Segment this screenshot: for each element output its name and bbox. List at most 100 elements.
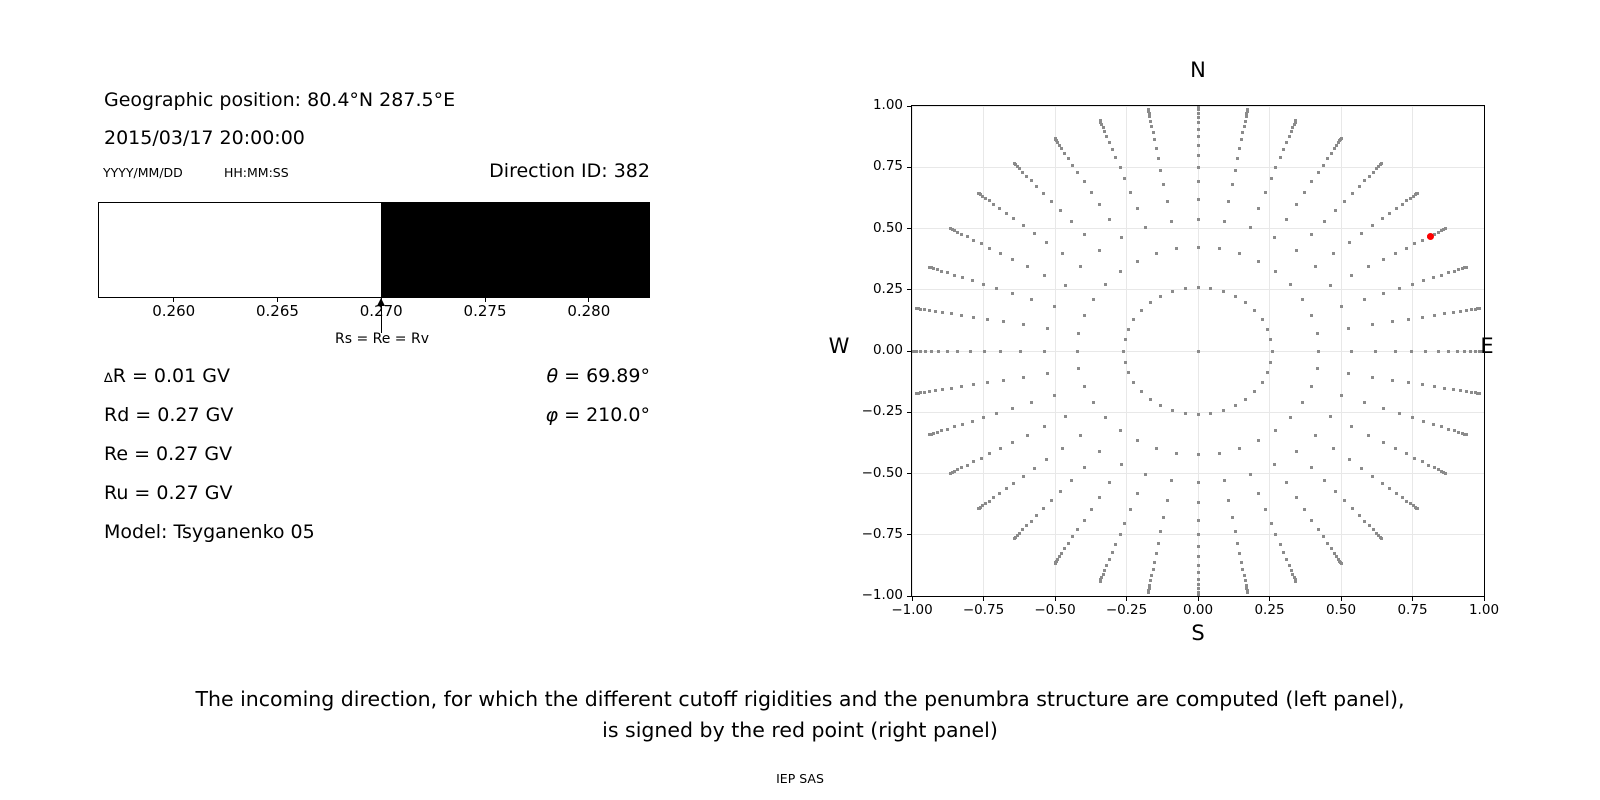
direction-dot bbox=[999, 251, 1003, 255]
direction-dot bbox=[1380, 481, 1384, 485]
direction-dot bbox=[1196, 532, 1200, 536]
direction-dot bbox=[1363, 519, 1367, 523]
x-tick-mark bbox=[911, 597, 913, 601]
direction-dot bbox=[1451, 388, 1455, 392]
direction-dot bbox=[1107, 558, 1111, 562]
date-format-label: YYYY/MM/DD bbox=[103, 165, 183, 180]
direction-dot bbox=[1091, 401, 1095, 405]
direction-dot bbox=[1209, 411, 1213, 415]
direction-dot bbox=[1136, 439, 1139, 443]
direction-dot bbox=[1196, 349, 1200, 353]
direction-dot bbox=[961, 276, 965, 280]
direction-dot bbox=[1400, 496, 1404, 500]
direction-dot bbox=[1310, 465, 1314, 469]
direction-dot bbox=[1444, 472, 1448, 475]
direction-dot bbox=[1126, 371, 1130, 375]
direction-dot bbox=[1079, 433, 1083, 437]
direction-dot bbox=[1148, 300, 1152, 304]
direction-dot bbox=[1183, 411, 1187, 415]
penumbra-chart bbox=[98, 202, 650, 298]
direction-dot bbox=[914, 306, 918, 310]
direction-dot bbox=[995, 286, 999, 290]
x-tick-label: −0.25 bbox=[1105, 602, 1148, 618]
direction-dot bbox=[1196, 180, 1200, 184]
direction-dot bbox=[1025, 524, 1029, 528]
direction-dot bbox=[979, 242, 983, 246]
value-re: Re = 0.27 GV bbox=[104, 443, 233, 465]
direction-dot bbox=[1390, 378, 1394, 382]
direction-dot bbox=[1253, 308, 1257, 312]
direction-dot bbox=[1244, 115, 1248, 119]
direction-dot bbox=[1464, 308, 1468, 312]
direction-dot bbox=[956, 468, 960, 472]
direction-dot bbox=[999, 447, 1003, 451]
grid-line-horizontal bbox=[912, 411, 1484, 413]
direction-dot bbox=[1285, 481, 1289, 485]
direction-dot bbox=[933, 389, 937, 393]
direction-dot bbox=[1424, 349, 1428, 353]
direction-dot bbox=[1400, 202, 1404, 206]
direction-dot bbox=[1446, 271, 1450, 275]
direction-dot bbox=[1393, 349, 1397, 353]
direction-dot bbox=[1146, 590, 1150, 594]
direction-dot bbox=[1021, 475, 1025, 478]
direction-dot bbox=[1159, 169, 1163, 173]
direction-dot bbox=[1119, 235, 1123, 239]
direction-dot bbox=[1132, 317, 1136, 321]
grid-line-horizontal bbox=[912, 289, 1484, 291]
direction-dot bbox=[972, 460, 976, 464]
direction-dot bbox=[1367, 524, 1371, 528]
direction-dot bbox=[1374, 531, 1378, 535]
x-tick-mark bbox=[1269, 597, 1270, 601]
direction-dot bbox=[1060, 251, 1064, 255]
direction-dot bbox=[1444, 227, 1448, 230]
direction-dot bbox=[1233, 404, 1237, 408]
direction-dot bbox=[1196, 590, 1200, 594]
direction-dot bbox=[1332, 447, 1336, 451]
direction-dot bbox=[1410, 349, 1414, 353]
direction-dot bbox=[1266, 371, 1270, 375]
rigidity-arrow-head-icon bbox=[376, 298, 385, 306]
direction-dot bbox=[1347, 326, 1351, 330]
direction-dot bbox=[1337, 140, 1341, 144]
direction-dot bbox=[1076, 527, 1080, 531]
direction-dot bbox=[1274, 428, 1278, 432]
penumbra-tick-mark bbox=[173, 298, 175, 302]
direction-dot bbox=[983, 196, 987, 200]
direction-dot bbox=[1440, 228, 1444, 232]
theta-text: = 69.89° bbox=[558, 365, 650, 387]
direction-dot bbox=[1196, 453, 1200, 457]
direction-dot bbox=[1263, 508, 1267, 512]
model-text: Model: Tsyganenko 05 bbox=[104, 521, 315, 543]
direction-dot bbox=[972, 383, 976, 387]
direction-dot bbox=[1295, 203, 1299, 207]
direction-dot bbox=[1029, 401, 1033, 405]
direction-dot bbox=[1313, 433, 1317, 437]
direction-dot bbox=[1069, 220, 1073, 223]
direction-dot bbox=[1196, 564, 1200, 568]
direction-dot bbox=[1162, 515, 1166, 519]
direction-dot bbox=[1100, 122, 1104, 126]
direction-dot bbox=[1273, 235, 1276, 239]
credit-text: IEP SAS bbox=[776, 771, 824, 786]
direction-dot bbox=[1367, 434, 1371, 438]
direction-dot bbox=[1236, 541, 1240, 545]
direction-dot bbox=[1310, 384, 1314, 388]
direction-dot bbox=[1021, 170, 1025, 174]
direction-dot bbox=[1363, 297, 1367, 301]
direction-dot bbox=[1091, 297, 1095, 301]
direction-dot bbox=[1230, 515, 1234, 519]
direction-dot bbox=[1196, 571, 1200, 575]
penumbra-tick-mark bbox=[276, 298, 278, 302]
direction-dot bbox=[1079, 265, 1083, 269]
direction-dot bbox=[1285, 217, 1289, 221]
direction-dot bbox=[1412, 504, 1416, 508]
direction-dot bbox=[928, 390, 932, 394]
y-tick-mark bbox=[907, 166, 911, 168]
direction-dot bbox=[1240, 138, 1243, 142]
direction-dot bbox=[1018, 167, 1022, 171]
direction-dot bbox=[1343, 499, 1347, 503]
direction-dot bbox=[1227, 199, 1231, 203]
direction-dot bbox=[948, 227, 952, 230]
direction-dot bbox=[985, 317, 989, 321]
